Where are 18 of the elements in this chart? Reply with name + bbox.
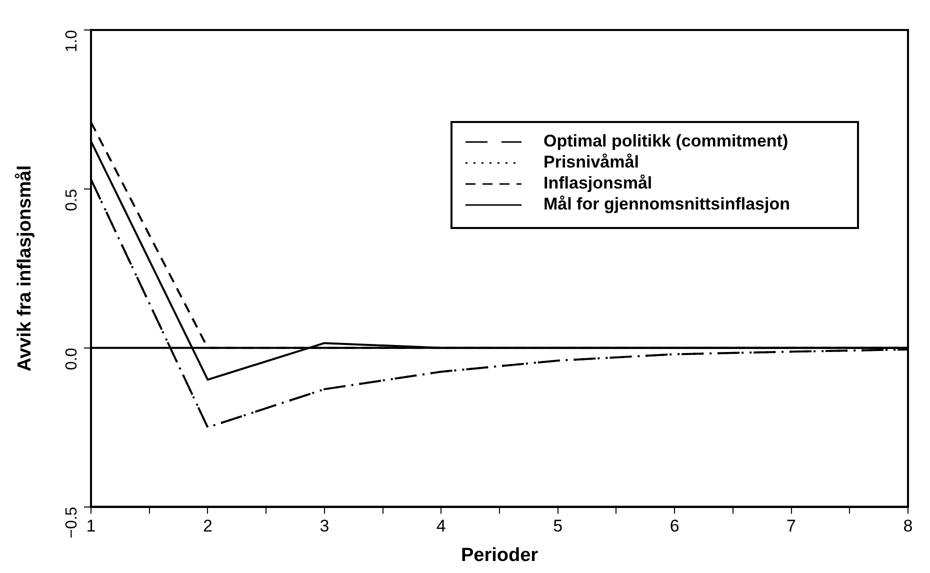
legend-label: Prisnivåmål [543,152,639,172]
x-tick-label: 7 [786,516,796,536]
legend-label: Mål for gjennomsnittsinflasjon [543,194,790,214]
x-tick-label: 1 [86,516,96,536]
x-axis-title: Perioder [460,544,539,566]
legend-label: Optimal politikk (commitment) [543,132,788,151]
x-tick-label: 6 [670,516,680,536]
x-tick-label: 8 [903,516,913,536]
x-tick-label: 5 [553,516,563,536]
y-axis-title: Avvik fra inflasjonsmål [14,165,36,372]
x-tick-label: 4 [436,516,446,536]
x-tick-label: 3 [320,516,330,536]
y-tick-label: −0.5 [63,506,80,538]
y-tick-label: 1.0 [63,30,80,52]
y-tick-label: 0.5 [63,188,80,212]
y-tick-label: 0.0 [63,348,80,370]
x-tick-label: 2 [202,516,212,536]
legend-label: Inflasjonsmål [543,174,652,193]
